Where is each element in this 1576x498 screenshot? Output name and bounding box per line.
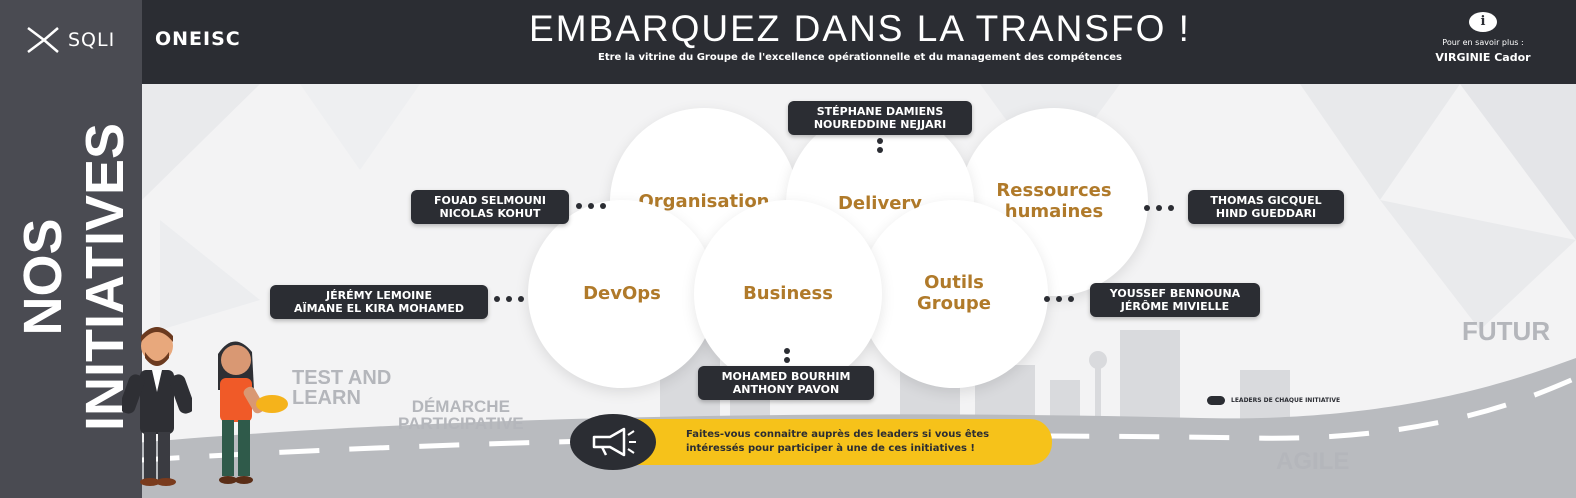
sqli-logo[interactable]: SQLI (26, 24, 115, 56)
leader-label-ressources-humaines: THOMAS GICQUEL HIND GUEDDARI (1188, 190, 1344, 224)
bg-word-test-and-learn: TEST AND LEARN (292, 367, 392, 409)
bg-word-agile: AGILE (1276, 448, 1350, 475)
initiative-outils-groupe[interactable]: Outils Groupe (860, 200, 1048, 388)
info-icon[interactable]: i (1469, 12, 1497, 32)
initiative-label: Organisation (638, 190, 770, 212)
sidebar-title: NOS INITIATIVES (13, 122, 135, 432)
leader-label-outils-groupe: YOUSSEF BENNOUNA JÉRÔME MIVIELLE (1090, 283, 1260, 317)
legend: LEADERS DE CHAQUE INITIATIVE (1207, 396, 1340, 405)
brand-name: ONEISC (155, 28, 241, 50)
sqli-logo-icon (27, 27, 59, 53)
initiative-label: DevOps (583, 282, 661, 304)
info-label: Pour en savoir plus : (1442, 38, 1524, 47)
character-woman-illustration (218, 341, 288, 484)
connector-outils-groupe (1044, 296, 1074, 302)
header-bar (0, 0, 1576, 84)
bg-word-demarche: DÉMARCHE PARTICIPATIVE (398, 397, 524, 433)
leader-label-devops: JÉRÉMY LEMOINE AÏMANE EL KIRA MOHAMED (270, 285, 488, 319)
initiative-business[interactable]: Business (694, 200, 882, 388)
page-subtitle: Etre la vitrine du Groupe de l'excellenc… (598, 52, 1122, 63)
sidebar (0, 0, 142, 498)
initiative-label: Delivery (837, 192, 923, 214)
leader-label-delivery: STÉPHANE DAMIENS NOUREDDINE NEJJARI (788, 101, 972, 135)
character-man-illustration (122, 327, 192, 486)
connector-business (784, 348, 790, 363)
initiative-label: Ressources humaines (996, 180, 1112, 222)
logo-text: SQLI (68, 29, 116, 51)
legend-swatch (1207, 396, 1225, 405)
info-contact[interactable]: VIRGINIE Cador (1435, 51, 1531, 64)
leader-label-business: MOHAMED BOURHIM ANTHONY PAVON (698, 366, 874, 400)
connector-delivery (877, 138, 883, 153)
legend-label: LEADERS DE CHAQUE INITIATIVE (1231, 397, 1341, 404)
info-panel: i Pour en savoir plus : VIRGINIE Cador (1418, 12, 1548, 64)
initiative-label: Business (743, 282, 833, 304)
connector-devops (494, 296, 524, 302)
initiative-devops[interactable]: DevOps (528, 200, 716, 388)
page-title: EMBARQUEZ DANS LA TRANSFO ! (529, 8, 1191, 49)
leader-label-organisation: FOUAD SELMOUNI NICOLAS KOHUT (411, 190, 569, 224)
cta-banner[interactable]: Faites-vous connaitre auprès des leaders… (612, 419, 1052, 465)
cta-text: Faites-vous connaitre auprès des leaders… (686, 429, 990, 454)
initiative-label: Outils Groupe (917, 272, 991, 314)
connector-organisation (576, 203, 606, 209)
connector-ressources-humaines (1144, 205, 1174, 211)
megaphone-icon (570, 414, 656, 470)
bg-word-futur: FUTUR (1462, 316, 1551, 346)
